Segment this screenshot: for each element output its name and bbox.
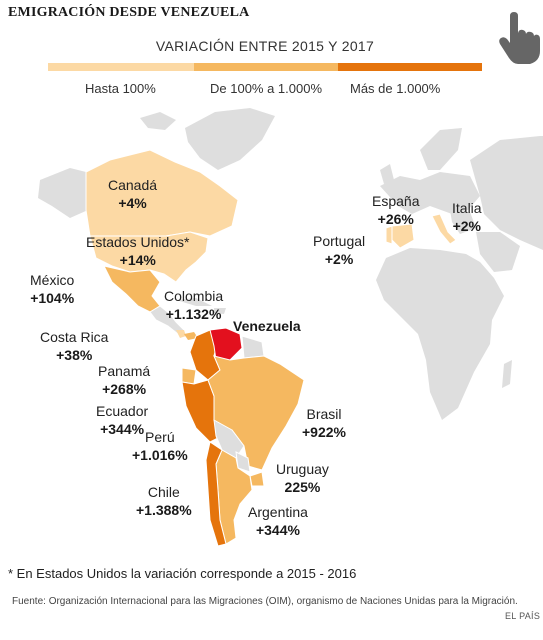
label-mexico-value: +104% xyxy=(30,290,75,306)
label-uruguay-value: 225% xyxy=(284,479,321,495)
label-argentina-name: Argentina xyxy=(248,504,308,520)
label-spain: España +26% xyxy=(372,192,419,228)
guianas-shape xyxy=(241,335,265,359)
label-colombia: Colombia +1.132% xyxy=(164,287,223,323)
label-portugal-value: +2% xyxy=(324,251,354,267)
uk-shape xyxy=(380,164,394,184)
legend-label-mid: De 100% a 1.000% xyxy=(210,81,323,96)
country-mexico xyxy=(103,265,161,313)
label-peru-value: +1.016% xyxy=(132,447,188,463)
label-italy-name: Italia xyxy=(452,200,482,216)
chart-title: EMIGRACIÓN DESDE VENEZUELA xyxy=(8,5,250,20)
label-costa-rica-name: Costa Rica xyxy=(40,329,109,345)
label-canada-name: Canadá xyxy=(108,177,158,193)
label-canada: Canadá +4% xyxy=(108,176,157,212)
label-ecuador: Ecuador +344% xyxy=(96,402,148,438)
label-chile-name: Chile xyxy=(147,484,180,500)
label-panama-name: Panamá xyxy=(98,363,151,379)
label-costa-rica-value: +38% xyxy=(56,347,93,363)
legend-swatch-mid xyxy=(194,63,338,71)
country-italy xyxy=(431,213,457,245)
hispaniola-shape xyxy=(214,308,226,314)
middle-east-shape xyxy=(476,232,520,272)
label-brazil-value: +922% xyxy=(302,424,346,440)
label-argentina: Argentina +344% xyxy=(248,503,308,539)
label-portugal-name: Portugal xyxy=(313,233,366,249)
legend-label-high: Más de 1.000% xyxy=(350,81,441,96)
label-usa-name: Estados Unidos* xyxy=(86,234,190,250)
legend-swatch-high xyxy=(338,63,482,71)
label-peru-name: Perú xyxy=(145,429,175,445)
label-portugal: Portugal +2% xyxy=(313,232,365,268)
country-costa-rica xyxy=(176,330,186,338)
country-chile xyxy=(205,441,227,547)
publisher-credit: EL PAÍS xyxy=(505,611,541,621)
madagascar-shape xyxy=(502,360,512,388)
label-costa-rica: Costa Rica +38% xyxy=(40,328,108,364)
country-portugal xyxy=(385,225,393,245)
label-italy: Italia +2% xyxy=(452,199,482,235)
country-panama xyxy=(184,332,198,340)
label-ecuador-value: +344% xyxy=(100,421,145,437)
label-italy-value: +2% xyxy=(452,218,481,234)
label-colombia-name: Colombia xyxy=(164,288,224,304)
label-peru: Perú +1.016% xyxy=(132,428,188,464)
label-usa: Estados Unidos* +14% xyxy=(86,233,190,269)
label-colombia-value: +1.132% xyxy=(165,306,222,322)
alaska-shape xyxy=(38,168,88,218)
country-ecuador xyxy=(181,367,197,385)
legend-swatch-low xyxy=(48,63,194,71)
label-chile: Chile +1.388% xyxy=(136,483,192,519)
arctic-islands-shape xyxy=(140,112,176,130)
source-note: Fuente: Organización Internacional para … xyxy=(12,596,518,607)
label-uruguay: Uruguay 225% xyxy=(276,460,329,496)
footnote: * En Estados Unidos la variación corresp… xyxy=(8,566,357,581)
scandinavia-shape xyxy=(420,128,462,170)
country-uruguay xyxy=(249,471,265,487)
label-argentina-value: +344% xyxy=(255,522,300,538)
asia-shape xyxy=(470,136,543,250)
legend-title: VARIACIÓN ENTRE 2015 Y 2017 xyxy=(155,38,375,54)
label-usa-value: +14% xyxy=(119,252,156,268)
greenland-shape xyxy=(185,108,275,170)
label-brazil-name: Brasil xyxy=(306,406,342,422)
label-panama-value: +268% xyxy=(102,381,147,397)
africa-shape xyxy=(376,248,504,420)
label-brazil: Brasil +922% xyxy=(302,405,346,441)
label-panama: Panamá +268% xyxy=(98,362,150,398)
legend-label-low: Hasta 100% xyxy=(85,81,156,96)
hand-pointer-icon[interactable] xyxy=(494,12,540,64)
label-spain-value: +26% xyxy=(377,211,414,227)
label-mexico: México +104% xyxy=(30,271,74,307)
label-canada-value: +4% xyxy=(118,195,147,211)
country-usa xyxy=(89,231,209,283)
label-mexico-name: México xyxy=(30,272,75,288)
label-chile-value: +1.388% xyxy=(136,502,192,518)
country-brazil xyxy=(207,355,305,471)
world-map xyxy=(38,108,543,547)
label-venezuela: Venezuela xyxy=(233,318,301,334)
country-venezuela xyxy=(209,327,243,361)
label-uruguay-name: Uruguay xyxy=(276,461,329,477)
label-spain-name: España xyxy=(372,193,420,209)
balkans-shape xyxy=(450,210,476,234)
europe-shape xyxy=(380,172,480,214)
cuba-shape xyxy=(176,298,212,306)
label-ecuador-name: Ecuador xyxy=(96,403,149,419)
